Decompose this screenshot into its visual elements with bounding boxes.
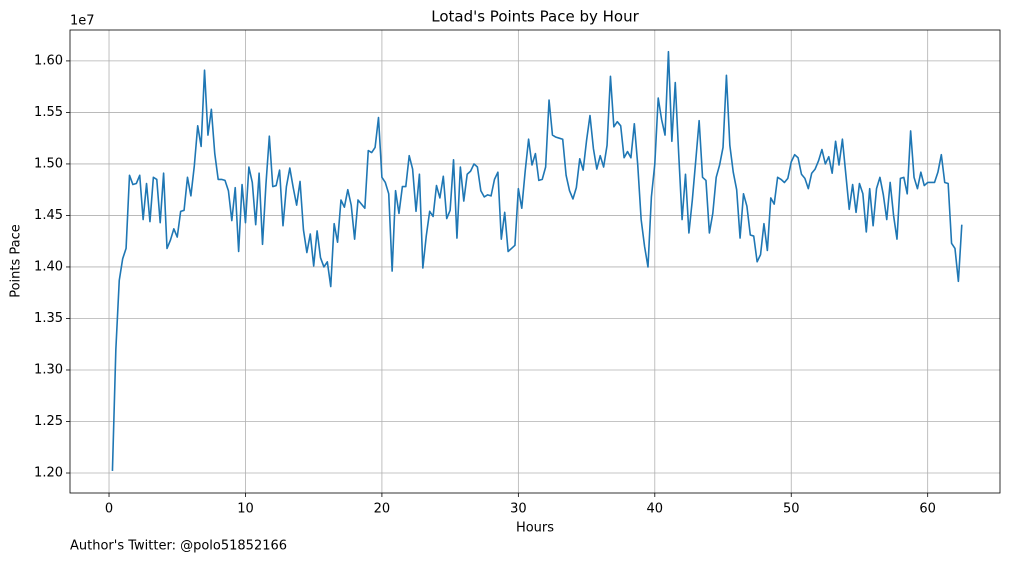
- y-axis-label: Points Pace: [9, 224, 24, 298]
- y-tick-label: 1.25: [34, 414, 63, 429]
- footnote: Author's Twitter: @polo51852166: [70, 539, 287, 554]
- data-line: [111, 50, 963, 471]
- x-tick-label: 10: [237, 502, 254, 517]
- y-tick-label: 1.20: [34, 466, 63, 481]
- y-tick-label: 1.55: [34, 105, 63, 120]
- y-tick-label: 1.45: [34, 208, 63, 223]
- y-tick-label: 1.50: [34, 156, 63, 171]
- chart-title: Lotad's Points Pace by Hour: [431, 8, 639, 26]
- y-tick-label: 1.30: [34, 362, 63, 377]
- y-offset-label: 1e7: [70, 14, 95, 29]
- x-tick-label: 40: [647, 502, 664, 517]
- y-tick-label: 1.40: [34, 259, 63, 274]
- x-tick-label: 60: [919, 502, 936, 517]
- x-tick-label: 0: [105, 502, 113, 517]
- x-tick-label: 20: [374, 502, 391, 517]
- x-axis-label: Hours: [516, 521, 554, 536]
- x-tick-label: 30: [510, 502, 527, 517]
- y-tick-label: 1.60: [34, 53, 63, 68]
- x-tick-label: 50: [783, 502, 800, 517]
- plot-frame: [69, 29, 1001, 494]
- y-tick-label: 1.35: [34, 311, 63, 326]
